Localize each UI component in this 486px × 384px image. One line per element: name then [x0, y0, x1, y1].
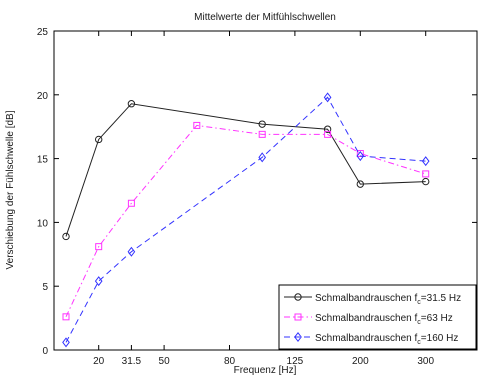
data-point: [95, 243, 103, 251]
data-point: [127, 199, 135, 207]
x-tick-label: 200: [352, 356, 369, 367]
data-point: [94, 276, 103, 287]
legend-entry: Schmalbandrauschen fc=63 Hz: [284, 313, 453, 326]
x-tick-label: 31.5: [122, 356, 142, 367]
data-point: [323, 92, 332, 103]
data-point: [356, 151, 365, 162]
chart-title: Mittelwerte der Mitfühlschwellen: [194, 12, 336, 23]
data-point: [62, 337, 70, 348]
data-point: [62, 313, 70, 321]
legend-marker: [294, 293, 302, 301]
legend: Schmalbandrauschen fc=31.5 HzSchmalbandr…: [278, 284, 477, 350]
x-tick-label: 20: [93, 356, 105, 367]
axis-ticks: 0 5 10 15 20 25 20 31.5 50 80 125 200 300: [37, 27, 477, 367]
series-line: [65, 103, 426, 237]
data-point: [127, 100, 136, 108]
x-tick-label: 50: [159, 356, 171, 367]
data-point: [324, 130, 332, 138]
data-point: [258, 152, 267, 163]
legend-label-prefix: Schmalbandrauschen f: [315, 293, 418, 304]
y-tick-label: 5: [42, 282, 48, 293]
series-layer: [62, 92, 430, 348]
legend-label-suffix: =63 Hz: [421, 313, 453, 324]
x-axis-title: Frequenz [Hz]: [234, 365, 297, 376]
series-line: [65, 124, 426, 318]
series-63-hz: [62, 121, 430, 321]
legend-label-prefix: Schmalbandrauschen f: [315, 333, 418, 344]
legend-label: Schmalbandrauschen fc=31.5 Hz: [315, 293, 461, 306]
data-point: [258, 120, 266, 128]
legend-label-suffix: =31.5 Hz: [421, 293, 461, 304]
data-point: [422, 177, 430, 186]
data-point: [421, 156, 430, 167]
y-tick-label: 20: [37, 91, 49, 102]
x-tick-label: 300: [417, 356, 434, 367]
legend-label: Schmalbandrauschen fc=160 Hz: [315, 333, 458, 346]
legend-label: Schmalbandrauschen fc=63 Hz: [315, 313, 453, 326]
data-point: [356, 180, 364, 188]
series-31-5-hz: [62, 100, 430, 241]
data-point: [127, 246, 136, 257]
legend-marker: [294, 331, 302, 343]
data-point: [95, 135, 103, 144]
y-tick-label: 0: [42, 346, 48, 357]
legend-entry: Schmalbandrauschen fc=160 Hz: [284, 331, 458, 346]
data-point: [193, 121, 201, 129]
legend-label-prefix: Schmalbandrauschen f: [315, 313, 418, 324]
legend-label-subscript: c: [417, 339, 421, 346]
y-tick-label: 25: [37, 27, 49, 38]
series-line: [65, 96, 426, 343]
data-point: [258, 130, 266, 138]
data-point: [323, 125, 332, 133]
y-axis-title: Verschiebung der Fühlschwelle [dB]: [5, 110, 16, 269]
y-tick-label: 10: [37, 218, 49, 229]
legend-label-subscript: c: [417, 319, 421, 326]
data-point: [62, 232, 70, 241]
data-point: [422, 170, 430, 178]
legend-entry: Schmalbandrauschen fc=31.5 Hz: [284, 293, 461, 306]
legend-label-suffix: =160 Hz: [421, 333, 459, 344]
y-tick-label: 15: [37, 155, 49, 166]
x-tick-label: 125: [287, 356, 304, 367]
x-tick-label: 80: [224, 356, 236, 367]
series-160-hz: [62, 92, 430, 348]
legend-marker: [294, 313, 302, 321]
legend-label-subscript: c: [417, 299, 421, 306]
